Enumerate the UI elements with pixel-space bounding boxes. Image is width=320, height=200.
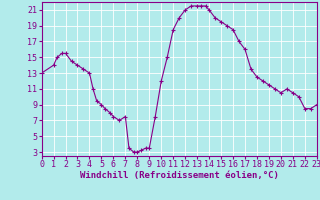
X-axis label: Windchill (Refroidissement éolien,°C): Windchill (Refroidissement éolien,°C) — [80, 171, 279, 180]
